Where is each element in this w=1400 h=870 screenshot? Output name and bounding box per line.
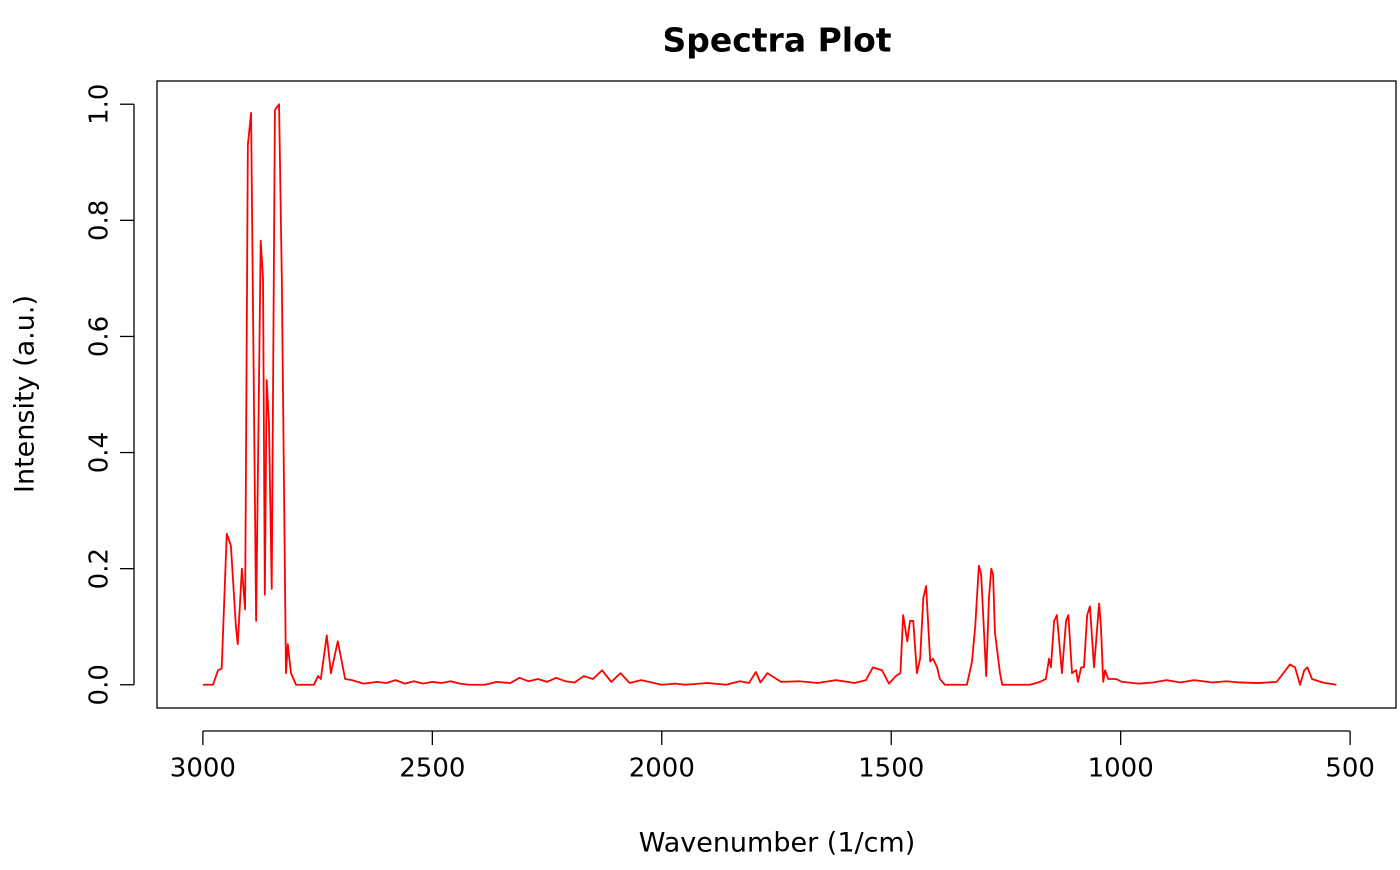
x-tick-label: 2500 bbox=[399, 754, 465, 784]
x-axis-label: Wavenumber (1/cm) bbox=[639, 828, 916, 859]
chart-title: Spectra Plot bbox=[662, 21, 891, 60]
x-tick-label: 1500 bbox=[858, 754, 924, 784]
spectrum-line bbox=[202, 103, 1337, 686]
x-tick-label: 1000 bbox=[1088, 754, 1154, 784]
y-tick-label: 0.4 bbox=[85, 432, 115, 473]
plot-frame bbox=[156, 80, 1397, 709]
y-tick-label: 0.8 bbox=[85, 200, 115, 241]
y-axis-label: Intensity (a.u.) bbox=[10, 295, 41, 493]
x-tick-label: 500 bbox=[1325, 754, 1375, 784]
y-tick-label: 0.6 bbox=[85, 316, 115, 357]
x-tick-label: 2000 bbox=[629, 754, 695, 784]
y-tick-label: 0.2 bbox=[85, 548, 115, 589]
y-tick-label: 1.0 bbox=[85, 84, 115, 125]
x-tick-label: 3000 bbox=[170, 754, 236, 784]
y-tick-label: 0.0 bbox=[85, 664, 115, 705]
